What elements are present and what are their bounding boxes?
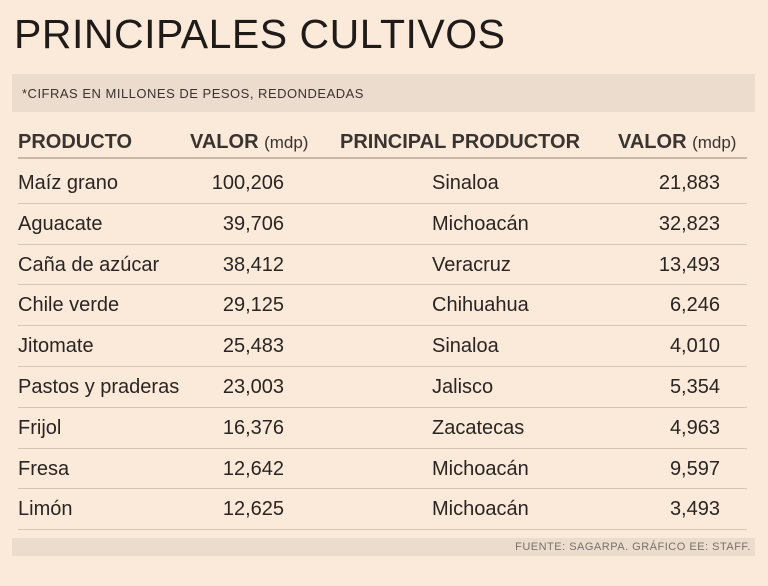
cell-valor: 16,376 (222, 416, 284, 439)
table-row: Jitomate 25,483 Sinaloa 4,010 (0, 326, 768, 367)
header-principal-productor: PRINCIPAL PRODUCTOR (340, 131, 581, 153)
cell-principal-productor: Zacatecas (432, 416, 525, 439)
source-credit: FUENTE: SAGARPA. GRÁFICO EE: STAFF. (515, 541, 751, 553)
cell-principal-productor: Sinaloa (432, 172, 499, 194)
cell-valor: 12,642 (222, 457, 284, 480)
cell-valor-productor: 4,010 (669, 335, 720, 358)
cell-valor: 29,125 (222, 294, 284, 317)
row-divider (18, 365, 747, 367)
table-body: Maíz grano 100,206 Sinaloa 21,883 Aguacate 39… (0, 163, 768, 531)
footer-bar (12, 538, 755, 556)
header-valor-unit: (mdp) (264, 133, 309, 152)
row-divider (18, 243, 747, 245)
table-row: Pastos y praderas 23,003 Jalisco 5,354 (0, 367, 768, 408)
table-row: Fresa 12,642 Michoacán 9,597 (0, 449, 768, 490)
cell-principal-productor: Michoacán (432, 212, 529, 235)
header-valor-2-unit: (mdp) (692, 133, 737, 152)
cell-valor: 100,206 (211, 172, 284, 194)
header-producto: PRODUCTO (18, 131, 133, 153)
cell-principal-productor: Chihuahua (432, 294, 529, 317)
cell-valor-productor: 5,354 (669, 375, 720, 398)
cell-producto: Aguacate (18, 212, 103, 235)
cell-producto: Caña de azúcar (18, 253, 160, 276)
header-valor-2-label: VALOR (618, 131, 687, 153)
cell-valor: 12,625 (222, 498, 284, 521)
row-divider (18, 447, 747, 449)
table-row: Maíz grano 100,206 Sinaloa 21,883 (0, 163, 768, 204)
cell-principal-productor: Michoacán (432, 498, 529, 521)
cell-producto: Chile verde (18, 294, 120, 317)
cell-principal-productor: Veracruz (432, 253, 511, 276)
cell-valor-productor: 9,597 (669, 457, 720, 480)
cell-principal-productor: Michoacán (432, 457, 529, 480)
cell-valor-productor: 6,246 (669, 294, 720, 317)
cell-principal-productor: Jalisco (432, 375, 494, 398)
table-row: Frijol 16,376 Zacatecas 4,963 (0, 408, 768, 449)
cell-producto: Pastos y praderas (18, 375, 180, 398)
cell-valor: 38,412 (222, 253, 284, 276)
row-divider (18, 488, 747, 490)
table-row: Chile verde 29,125 Chihuahua 6,246 (0, 285, 768, 327)
cell-valor-productor: 13,493 (658, 253, 720, 276)
row-divider (18, 284, 747, 286)
cell-valor: 39,706 (222, 212, 284, 235)
header-valor-2: VALOR (mdp) (618, 131, 736, 154)
note-text: *CIFRAS EN MILLONES DE PESOS, REDONDEADA… (22, 86, 364, 101)
header-valor-label: VALOR (190, 131, 259, 153)
cell-valor-productor: 4,963 (669, 416, 720, 439)
table-row: Caña de azúcar 38,412 Veracruz 13,493 (0, 245, 768, 286)
table-row: Limón 12,625 Michoacán 3,493 (0, 489, 768, 531)
cell-producto: Jitomate (18, 335, 94, 358)
cell-producto: Limón (18, 498, 73, 521)
row-divider (18, 529, 747, 531)
cell-principal-productor: Sinaloa (432, 335, 499, 358)
row-divider (18, 406, 747, 408)
cell-valor: 23,003 (222, 375, 284, 398)
cell-valor-productor: 21,883 (658, 172, 720, 194)
cell-valor-productor: 32,823 (658, 212, 720, 235)
note-bar (12, 74, 755, 112)
header-valor: VALOR (mdp) (190, 131, 308, 154)
page-title: PRINCIPALES CULTIVOS (14, 11, 506, 57)
header-divider (18, 157, 747, 159)
row-divider (18, 325, 747, 327)
cell-producto: Frijol (18, 416, 62, 439)
cell-valor-productor: 3,493 (669, 498, 720, 521)
table-row: Aguacate 39,706 Michoacán 32,823 (0, 204, 768, 245)
cell-producto: Maíz grano (18, 172, 119, 194)
cell-producto: Fresa (18, 457, 70, 480)
cell-valor: 25,483 (222, 335, 284, 358)
row-divider (18, 202, 747, 204)
